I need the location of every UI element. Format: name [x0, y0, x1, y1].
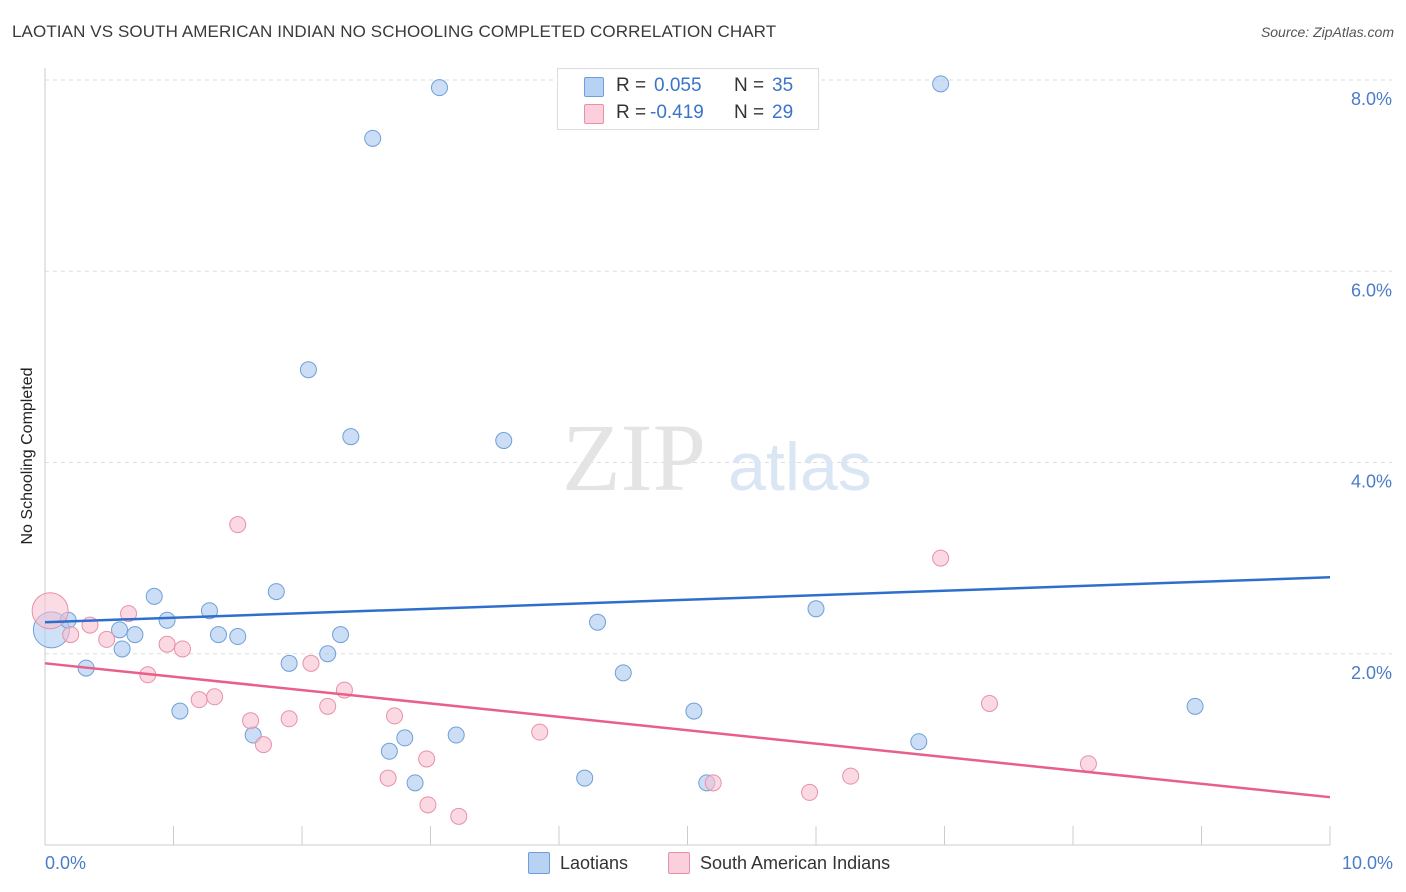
grid-layer [45, 79, 1392, 655]
south-american-indians-point [120, 605, 138, 623]
laotians-point [209, 626, 227, 644]
south-american-indians-point [280, 710, 298, 728]
laotians-point [113, 640, 131, 658]
laotians-point [299, 361, 317, 379]
south-american-indians-swatch [584, 104, 604, 124]
laotians-point [319, 645, 337, 663]
south-american-indians-point [419, 796, 437, 814]
laotians-point [406, 774, 424, 792]
laotians-point [158, 611, 176, 629]
r-value: 0.055 [654, 75, 702, 96]
tick-label-layer: 2.0% 4.0% 6.0% 8.0% 0.0% 10.0% [45, 89, 1393, 873]
south-american-indians-point [31, 592, 69, 630]
laotians-point [910, 733, 928, 751]
laotians-point [171, 702, 189, 720]
watermark-zip: ZIP [562, 404, 706, 511]
laotians-point [932, 75, 950, 93]
y-tick-label: 4.0% [1351, 472, 1392, 492]
laotians-point [229, 628, 247, 646]
laotians-point [364, 129, 382, 147]
south-american-indians-point [319, 697, 337, 715]
legend-stats: R = 0.055 N = 35 R = -0.419 N = 29 [557, 68, 819, 130]
n-label: N = [734, 75, 765, 96]
axis-layer [44, 68, 1331, 846]
laotians-point [126, 626, 144, 644]
laotians-point [495, 432, 513, 450]
y-tick-label: 6.0% [1351, 280, 1392, 300]
south-american-indians-legend-swatch [668, 852, 690, 874]
legend-label-laotians: Laotians [560, 853, 629, 873]
laotians-point [614, 664, 632, 682]
r-value: -0.419 [650, 102, 704, 123]
south-american-indians-point [62, 626, 80, 644]
points-layer [31, 75, 1204, 825]
n-label: N = [734, 102, 765, 123]
laotians-point [332, 626, 350, 644]
laotians-swatch [584, 77, 604, 97]
south-american-indians-point [242, 712, 260, 730]
south-american-indians-point [379, 769, 397, 787]
x-tick-label: 10.0% [1342, 853, 1393, 873]
south-american-indians-point [1079, 755, 1097, 773]
r-label: R = [616, 102, 647, 123]
n-value: 35 [772, 75, 794, 96]
south-american-indians-point [173, 640, 191, 658]
x-tick-label: 0.0% [45, 853, 86, 873]
laotians-point [447, 726, 465, 744]
south-american-indians-point [531, 723, 549, 741]
chart-title: LAOTIAN VS SOUTH AMERICAN INDIAN NO SCHO… [12, 22, 777, 41]
laotians-point [589, 613, 607, 631]
laotians-point [111, 621, 129, 639]
south-american-indians-point [932, 549, 950, 567]
watermark: ZIP atlas [562, 404, 872, 511]
laotians-point [685, 702, 703, 720]
laotians-trend-line [44, 576, 1331, 624]
laotians-point [396, 729, 414, 747]
laotians-point [576, 769, 594, 787]
laotians-point [267, 583, 285, 601]
south-american-indians-point [98, 630, 116, 648]
y-tick-label: 8.0% [1351, 89, 1392, 109]
watermark-atlas: atlas [728, 429, 872, 505]
south-american-indians-point [704, 774, 722, 792]
south-american-indians-point [206, 688, 224, 706]
south-american-indians-point [450, 807, 468, 825]
south-american-indians-point [302, 654, 320, 672]
south-american-indians-point [801, 783, 819, 801]
south-american-indians-point [229, 516, 247, 534]
laotians-point [280, 654, 298, 672]
south-american-indians-point [386, 707, 404, 725]
laotians-point [200, 602, 218, 620]
r-label: R = [616, 75, 647, 96]
laotians-legend-swatch [528, 852, 550, 874]
legend-label-south-american-indians: South American Indians [700, 853, 891, 873]
south-american-indians-point [842, 767, 860, 785]
laotians-point [145, 587, 163, 605]
south-american-indians-point [158, 635, 176, 653]
trend-layer [44, 576, 1331, 799]
south-american-indians-point [190, 691, 208, 709]
south-american-indians-point [418, 750, 436, 768]
laotians-point [1186, 697, 1204, 715]
laotians-point [807, 600, 825, 618]
south-american-indians-trend-line [44, 662, 1331, 799]
laotians-point [430, 79, 448, 97]
y-tick-label: 2.0% [1351, 663, 1392, 683]
south-american-indians-point [254, 736, 272, 754]
laotians-point [342, 428, 360, 446]
south-american-indians-point [980, 694, 998, 712]
n-value: 29 [772, 102, 794, 123]
chart-source: Source: ZipAtlas.com [1260, 24, 1394, 40]
laotians-point [380, 742, 398, 760]
